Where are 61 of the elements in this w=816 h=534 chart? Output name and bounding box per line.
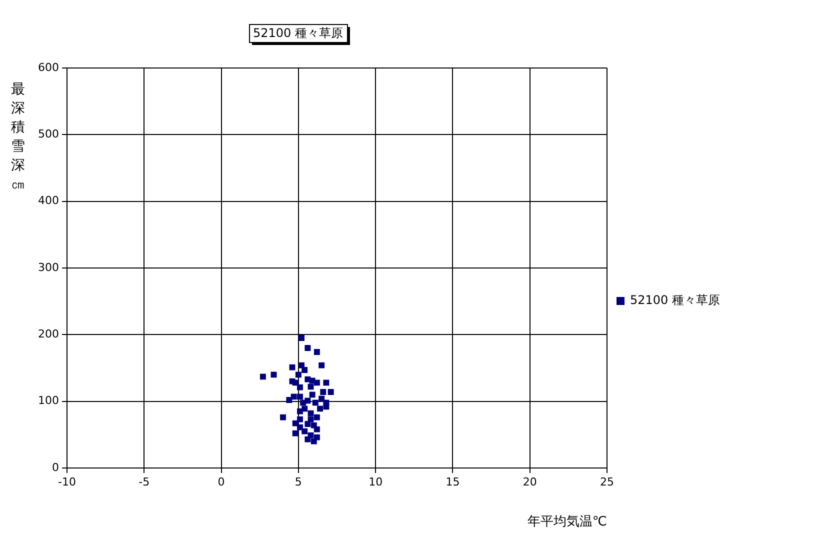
point [304, 421, 311, 427]
point [323, 404, 330, 410]
point [314, 414, 320, 420]
point [280, 414, 286, 420]
point [289, 364, 296, 370]
point [297, 424, 303, 430]
point [314, 426, 320, 432]
y-tick-label: 0 [52, 460, 59, 474]
point [297, 384, 303, 390]
y-tick-label: 300 [38, 260, 59, 274]
point [295, 372, 302, 378]
y-tick-label: 200 [38, 328, 59, 341]
x-tick-label: 5 [294, 475, 302, 488]
point [292, 420, 298, 426]
point [286, 397, 292, 403]
x-tick-label: -5 [138, 475, 150, 488]
x-tick-label: 25 [600, 475, 614, 488]
y-axis-title: 最深積雪深㎝ [11, 82, 25, 193]
point [297, 408, 303, 414]
point [314, 380, 320, 386]
point [292, 430, 298, 436]
point [270, 372, 277, 378]
x-axis-title: 年平均気温℃ [527, 514, 608, 530]
point [298, 362, 304, 368]
point [328, 389, 334, 395]
point [297, 394, 303, 400]
x-tick-label: -10 [58, 475, 76, 488]
point [304, 376, 311, 382]
point [300, 400, 306, 406]
point [309, 392, 316, 398]
y-tick-label: 400 [38, 194, 59, 208]
point [310, 438, 317, 444]
point [298, 335, 304, 341]
y-tick-label: 500 [38, 128, 59, 141]
point [260, 374, 266, 380]
point [308, 384, 314, 390]
y-tick-label: 100 [38, 394, 59, 408]
chart-title: 52100 種々草原 [253, 26, 343, 40]
point [302, 428, 308, 434]
point [302, 367, 308, 373]
point [302, 406, 308, 412]
point [304, 436, 311, 442]
point [312, 400, 318, 406]
x-tick-label: 20 [522, 475, 537, 488]
point [290, 394, 297, 400]
point [304, 345, 311, 351]
point [318, 362, 325, 368]
x-tick-label: 10 [368, 475, 383, 488]
x-tick-label: 0 [218, 475, 225, 488]
point [308, 416, 314, 422]
point [323, 380, 330, 386]
y-tick-label: 600 [38, 60, 59, 74]
point [314, 349, 320, 355]
point [292, 380, 298, 386]
point [318, 396, 325, 402]
x-tick-label: 15 [446, 475, 460, 488]
point [297, 416, 303, 422]
legend-label: 52100 種々草原 [630, 293, 720, 308]
point [320, 389, 326, 395]
point [317, 406, 324, 412]
point [308, 410, 314, 416]
